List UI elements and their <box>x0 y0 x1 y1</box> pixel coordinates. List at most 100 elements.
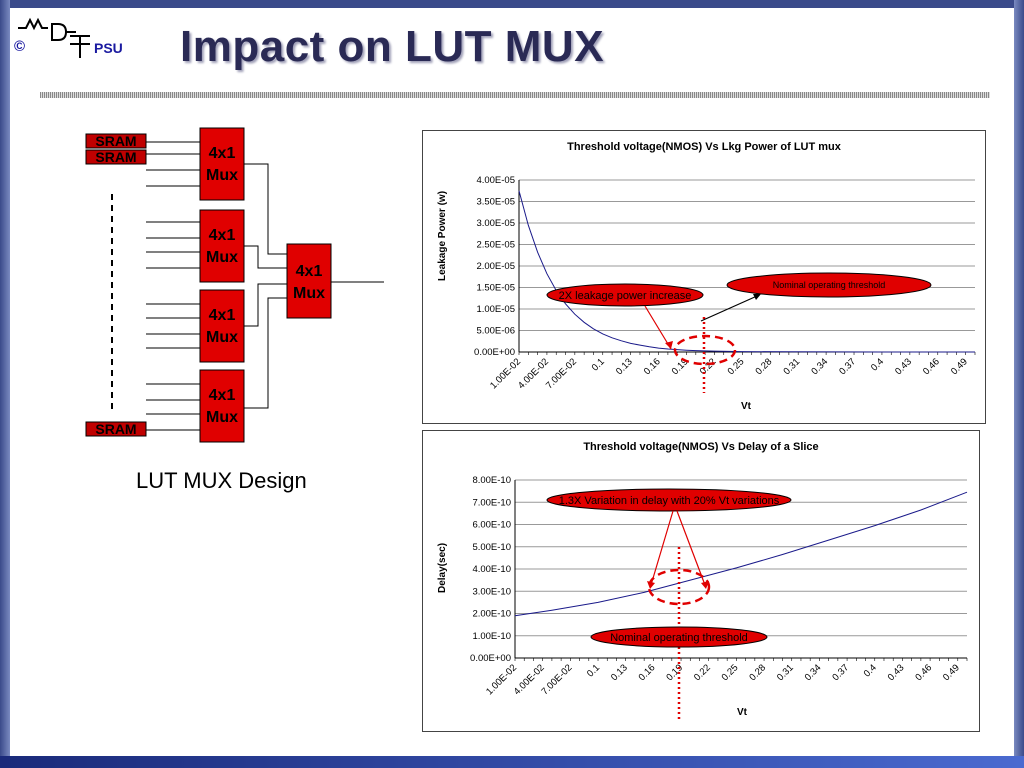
chart-delay: Threshold voltage(NMOS) Vs Delay of a Sl… <box>422 430 980 732</box>
y-tick-label: 3.50E-05 <box>476 197 515 208</box>
x-tick-label: 0.31 <box>775 662 796 683</box>
variation-ellipse <box>673 334 737 366</box>
x-tick-label: 0.4 <box>869 356 886 373</box>
x-tick-label: 0.49 <box>941 662 962 683</box>
sram-cells: SRAM SRAM SRAM <box>85 133 147 437</box>
y-tick-label: 0.00E+00 <box>474 347 515 358</box>
y-tick-label: 3.00E-05 <box>476 218 515 229</box>
x-axis-label: Vt <box>741 401 751 412</box>
mux-label: 4x1 Mux <box>206 145 238 184</box>
x-axis-label: Vt <box>737 707 747 718</box>
x-tick-label: 0.37 <box>837 356 858 377</box>
sram-cell <box>85 421 147 437</box>
mux-labels: 4x1 Mux 4x1 Mux 4x1 Mux 4x1 Mux 4x1 Mux <box>206 145 325 426</box>
sram-label: SRAM <box>95 133 136 149</box>
x-tick-label: 7.00E-02 <box>544 356 579 391</box>
x-tick-label: 0.46 <box>913 662 934 683</box>
x-tick-label: 0.31 <box>781 356 802 377</box>
arrow-head <box>701 581 709 589</box>
chart-title: Threshold voltage(NMOS) Vs Lkg Power of … <box>567 141 841 153</box>
x-tick-label: 0.1 <box>585 662 602 679</box>
y-tick-label: 2.50E-05 <box>476 240 515 251</box>
logo-copyright: © <box>14 38 26 55</box>
y-tick-label: 8.00E-10 <box>472 475 511 486</box>
x-tick-label: 0.1 <box>590 356 607 373</box>
annotation-text: Nominal operating threshold <box>610 632 748 644</box>
annotation-bubble <box>726 272 932 298</box>
mux-label: 4x1 Mux <box>206 227 238 266</box>
arrow-head <box>753 294 761 300</box>
y-tick-label: 6.00E-10 <box>472 520 511 531</box>
x-tick-label: 0.13 <box>609 662 630 683</box>
chart-leakage-plot: 0.00E+00 5.00E-06 1.00E-05 1.50E-05 2.00E-05… <box>474 175 976 393</box>
annotation-text: Nominal operating threshold <box>773 280 886 290</box>
x-tick-label: 0.16 <box>637 662 658 683</box>
mux-block <box>199 127 245 201</box>
x-tick-label: 0.25 <box>726 356 747 377</box>
series-line <box>514 491 968 617</box>
x-tick-label: 0.43 <box>886 662 907 683</box>
annotation-arrow <box>644 305 672 350</box>
x-tick-label: 7.00E-02 <box>539 662 574 697</box>
x-tick-label: 0.34 <box>809 356 830 377</box>
x-tick-label: 0.34 <box>803 662 824 683</box>
mdl-logo-icon <box>18 17 90 58</box>
frame-right <box>1014 0 1024 768</box>
mux-block-final <box>286 243 332 319</box>
frame-bottom <box>0 756 1024 768</box>
x-tick-label: 0.46 <box>921 356 942 377</box>
mux-block <box>199 289 245 363</box>
arrow-head <box>647 581 655 589</box>
annotation-text: 1.3X Variation in delay with 20% Vt vari… <box>559 495 780 507</box>
annotation-bubble <box>590 626 768 648</box>
y-tick-label: 1.50E-05 <box>476 283 515 294</box>
y-tick-label: 1.00E-10 <box>472 631 511 642</box>
diagram-caption: LUT MUX Design <box>136 468 307 493</box>
y-tick-label: 2.00E-05 <box>476 261 515 272</box>
lut-mux-diagram: SRAM SRAM SRAM 4x1 Mux 4x1 Mux 4x1 Mux 4x1 M… <box>85 127 384 443</box>
variation-ellipse <box>647 568 711 606</box>
sram-cell <box>85 133 147 149</box>
x-tick-label: 0.19 <box>670 356 691 377</box>
y-tick-label: 1.00E-05 <box>476 304 515 315</box>
x-tick-label: 0.22 <box>692 662 713 683</box>
x-tick-label: 0.13 <box>614 356 635 377</box>
chart-title: Threshold voltage(NMOS) Vs Delay of a Sl… <box>583 441 819 453</box>
y-tick-label: 3.00E-10 <box>472 586 511 597</box>
mux-label: 4x1 Mux <box>206 387 238 426</box>
x-tick-label: 0.4 <box>862 662 879 679</box>
mux-label: 4x1 Mux <box>206 307 238 346</box>
sram-label: SRAM <box>95 421 136 437</box>
y-tick-label: 5.00E-10 <box>472 542 511 553</box>
y-tick-label: 0.00E+00 <box>470 653 511 664</box>
frame-top <box>0 0 1024 8</box>
mux-blocks <box>199 127 332 443</box>
title-rule <box>40 92 990 98</box>
y-tick-label: 7.00E-10 <box>472 497 511 508</box>
x-tick-label: 0.19 <box>664 662 685 683</box>
mux-label: 4x1 Mux <box>293 263 325 302</box>
x-tick-label: 0.25 <box>720 662 741 683</box>
y-tick-label: 4.00E-10 <box>472 564 511 575</box>
annotation-bubble <box>546 283 704 307</box>
x-tick-label: 0.43 <box>893 356 914 377</box>
y-tick-label: 2.00E-10 <box>472 609 511 620</box>
logo-org: PSU <box>94 40 123 56</box>
annotation-arrow <box>676 510 706 586</box>
chart-delay-plot: 0.00E+00 1.00E-10 2.00E-10 3.00E-10 4.00E-10… <box>470 475 968 721</box>
annotation-text: 2X leakage power increase <box>559 290 692 302</box>
x-tick-label: 0.22 <box>698 356 719 377</box>
x-tick-label: 0.37 <box>830 662 851 683</box>
frame-left <box>0 0 10 768</box>
annotation-arrow <box>700 295 758 322</box>
series-line <box>518 190 975 353</box>
y-tick-label: 5.00E-06 <box>476 326 515 337</box>
mux-block <box>199 369 245 443</box>
sram-label: SRAM <box>95 149 136 165</box>
x-tick-label: 0.49 <box>949 356 970 377</box>
mux-block <box>199 209 245 283</box>
x-tick-label: 0.28 <box>747 662 768 683</box>
x-tick-label: 0.28 <box>754 356 775 377</box>
x-tick-label: 0.16 <box>642 356 663 377</box>
chart-leakage: Threshold voltage(NMOS) Vs Lkg Power of … <box>422 130 986 424</box>
